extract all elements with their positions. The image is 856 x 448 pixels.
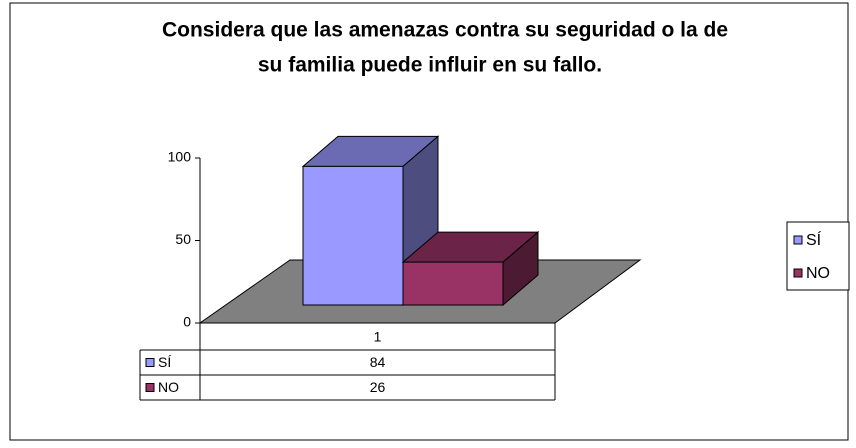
- table-value: 84: [370, 354, 386, 370]
- table-header: 1: [374, 329, 382, 345]
- table-series-name: NO: [158, 379, 179, 395]
- legend-label: SÍ: [806, 230, 822, 249]
- bar: [302, 165, 404, 306]
- y-tick-label: 0: [183, 314, 191, 330]
- y-tick-label: 50: [175, 231, 191, 247]
- table-key: [145, 383, 155, 392]
- legend-key: [793, 268, 803, 278]
- chart-title: su familia puede influir en su fallo.: [258, 54, 602, 77]
- chart-title: Considera que las amenazas contra su seg…: [162, 19, 728, 42]
- legend-label: NO: [806, 265, 830, 282]
- legend-key: [793, 235, 803, 245]
- bar: [402, 261, 504, 306]
- table-series-name: SÍ: [158, 354, 171, 370]
- y-tick-label: 100: [168, 149, 192, 165]
- table-key: [145, 358, 155, 367]
- legend-box: [786, 221, 850, 291]
- table-value: 26: [370, 379, 386, 395]
